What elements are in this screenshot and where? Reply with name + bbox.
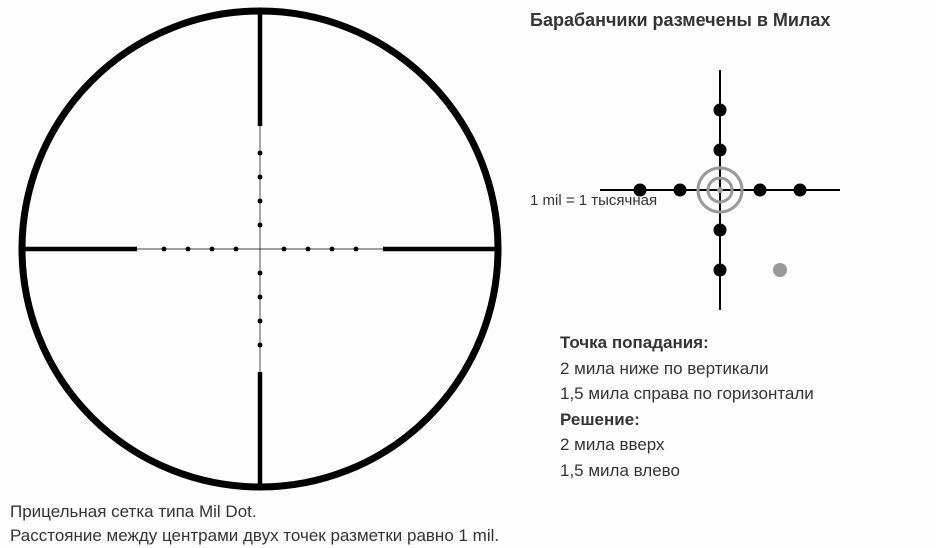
hit-horizontal-text: 1,5 мила справа по горизонтали [560,381,814,407]
solution-heading: Решение: [560,407,814,433]
info-block: Точка попадания: 2 мила ниже по вертикал… [560,330,814,483]
header-title: Барабанчики размечены в Милах [530,10,830,31]
mil-equals-label: 1 mil = 1 тысячная [530,192,657,209]
bottom-line-1: Прицельная сетка типа Mil Dot. [10,500,499,524]
scope-reticle-diagram [10,0,510,498]
solution-vertical-text: 2 мила вверх [560,432,814,458]
hit-point-heading: Точка попадания: [560,330,814,356]
crosshair-diagram [560,40,880,300]
solution-horizontal-text: 1,5 мила влево [560,458,814,484]
bottom-caption: Прицельная сетка типа Mil Dot. Расстояни… [10,500,499,548]
bottom-line-2: Расстояние между центрами двух точек раз… [10,524,499,548]
hit-vertical-text: 2 мила ниже по вертикали [560,356,814,382]
